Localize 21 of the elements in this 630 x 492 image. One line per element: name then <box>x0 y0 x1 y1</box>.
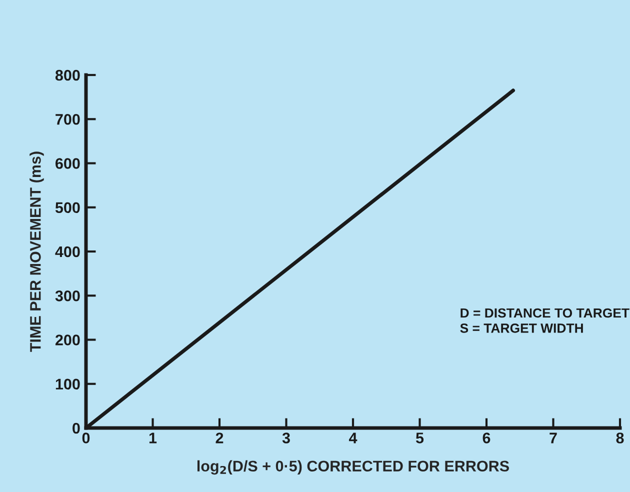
y-axis-title: TIME PER MOVEMENT (ms) <box>30 152 44 352</box>
x-tick-label: 8 <box>616 432 624 444</box>
y-tick-label: 600 <box>56 158 80 169</box>
y-tick-label: 0 <box>72 422 80 434</box>
annotation: D = DISTANCE TO TARGET S = TARGET WIDTH <box>460 308 630 333</box>
x-tick-label: 2 <box>216 432 224 444</box>
y-tick-label: 100 <box>56 378 80 390</box>
x-tick-label: 7 <box>550 432 557 444</box>
x-tick-label: 1 <box>149 432 157 444</box>
x-tick-label: 6 <box>482 432 490 444</box>
x-tick-label: 4 <box>348 432 358 444</box>
y-tick-label: 400 <box>55 246 80 258</box>
y-tick-label: 800 <box>55 70 80 81</box>
x-tick-label: 3 <box>282 432 290 444</box>
x-tick-label: 5 <box>416 432 424 444</box>
y-tick-label: 500 <box>55 202 80 214</box>
x-tick-label: 0 <box>82 432 90 444</box>
y-tick-label: 200 <box>55 334 80 346</box>
y-tick-label: 300 <box>55 290 80 302</box>
x-axis-title: log$_{2}$(D/S + 0·5) CORRECTED FOR ERRORS <box>197 460 509 475</box>
y-tick-label: 700 <box>56 114 80 125</box>
